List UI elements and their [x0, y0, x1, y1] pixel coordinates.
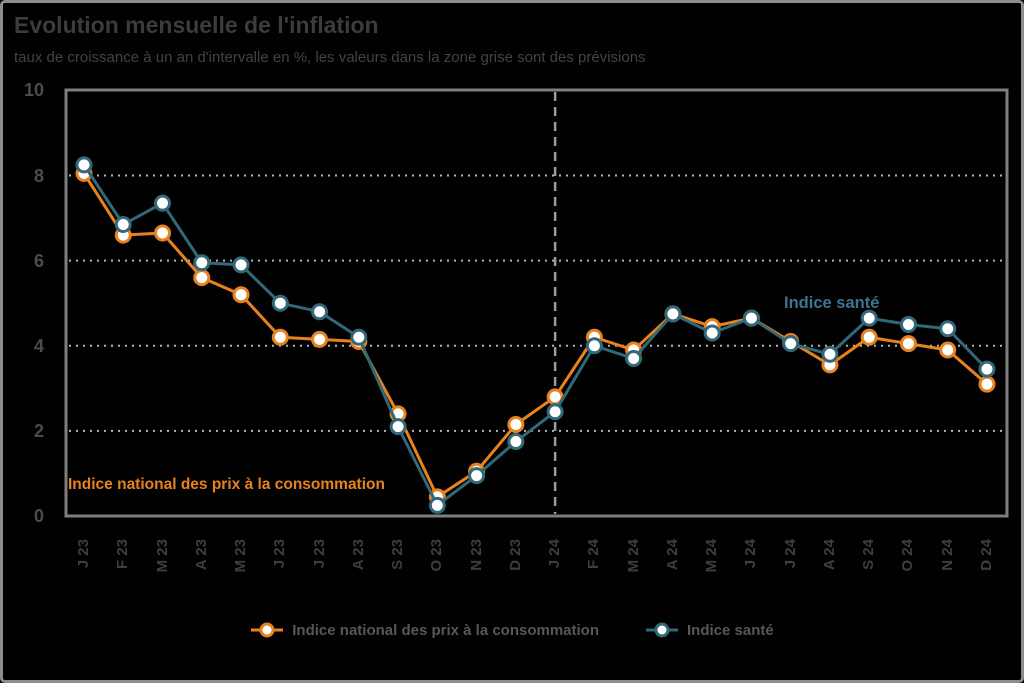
data-point-1-9: [428, 496, 446, 514]
data-point-1-1: [114, 215, 132, 233]
data-point-1-20: [860, 309, 878, 327]
x-tick-21: O 24: [899, 539, 917, 572]
series-line-1: [82, 164, 989, 507]
data-point-0-20: [860, 328, 878, 346]
data-point-1-10: [468, 467, 486, 485]
legend-label-cpi: Indice national des prix à la consommati…: [292, 621, 600, 639]
x-tick-13: F 24: [585, 539, 603, 570]
data-point-1-18: [782, 335, 800, 353]
x-tick-10: N 23: [467, 539, 485, 571]
data-point-1-17: [742, 309, 760, 327]
x-tick-19: A 24: [820, 539, 838, 571]
y-tick-8: 8: [33, 165, 44, 186]
x-tick-22: N 24: [938, 539, 956, 571]
series-label-cpi: Indice national des prix à la consommati…: [68, 476, 385, 493]
x-tick-5: J 23: [271, 539, 289, 569]
data-point-0-4: [232, 286, 250, 304]
data-point-1-11: [507, 433, 525, 451]
data-point-1-15: [664, 305, 682, 323]
data-point-1-7: [350, 328, 368, 346]
x-tick-14: M 24: [624, 539, 642, 573]
data-point-1-16: [703, 324, 721, 342]
x-tick-7: A 23: [349, 539, 367, 571]
x-tick-20: S 24: [860, 539, 878, 570]
plot-border: [64, 88, 1009, 518]
data-point-1-4: [232, 256, 250, 274]
x-tick-16: M 24: [703, 539, 721, 573]
x-tick-15: A 24: [663, 539, 681, 571]
x-tick-12: J 24: [546, 539, 564, 569]
data-point-1-5: [271, 294, 289, 312]
data-point-1-21: [899, 315, 917, 333]
x-tick-3: A 23: [192, 539, 210, 571]
data-point-1-12: [546, 403, 564, 421]
data-point-1-22: [939, 320, 957, 338]
y-tick-6: 6: [33, 250, 44, 271]
data-point-1-13: [585, 337, 603, 355]
data-point-1-8: [389, 418, 407, 436]
data-point-1-14: [625, 350, 643, 368]
series-label-health-index: Indice santé: [784, 294, 880, 312]
x-tick-6: J 23: [310, 539, 328, 569]
data-point-0-3: [193, 269, 211, 287]
x-tick-8: S 23: [389, 539, 407, 570]
data-point-1-19: [821, 345, 839, 363]
data-point-0-2: [154, 224, 172, 242]
data-point-0-22: [939, 341, 957, 359]
legend-marker-cpi-icon: [251, 622, 284, 638]
x-tick-18: J 24: [781, 539, 799, 569]
chart-title: Evolution mensuelle de l'inflation: [14, 12, 379, 38]
x-tick-2: M 23: [153, 539, 171, 573]
x-tick-1: F 23: [114, 539, 132, 570]
data-point-1-23: [978, 360, 996, 378]
x-tick-9: O 23: [428, 539, 446, 572]
legend: Indice national des prix à la consommati…: [0, 621, 1024, 639]
data-point-1-3: [193, 254, 211, 272]
x-tick-17: J 24: [742, 539, 760, 569]
y-tick-0: 0: [33, 506, 44, 526]
legend-label-health-index: Indice santé: [687, 621, 774, 639]
data-point-1-6: [311, 303, 329, 321]
x-tick-11: D 23: [506, 539, 524, 571]
chart-subtitle: taux de croissance à un an d'intervalle …: [14, 49, 646, 66]
data-point-1-2: [154, 194, 172, 212]
data-point-0-5: [271, 328, 289, 346]
legend-item-health-index: Indice santé: [645, 621, 774, 639]
data-point-0-6: [311, 330, 329, 348]
data-point-1-0: [75, 156, 93, 174]
x-tick-23: D 24: [977, 539, 995, 571]
data-point-0-21: [899, 335, 917, 353]
x-tick-4: M 23: [232, 539, 250, 573]
legend-marker-health-icon: [646, 622, 679, 638]
legend-item-cpi: Indice national des prix à la consommati…: [250, 621, 599, 639]
y-tick-2: 2: [33, 420, 44, 441]
x-tick-0: J 23: [75, 539, 92, 569]
y-tick-4: 4: [33, 335, 44, 356]
y-tick-10: 10: [23, 80, 44, 101]
data-point-0-11: [507, 415, 525, 433]
data-point-0-23: [978, 375, 996, 393]
